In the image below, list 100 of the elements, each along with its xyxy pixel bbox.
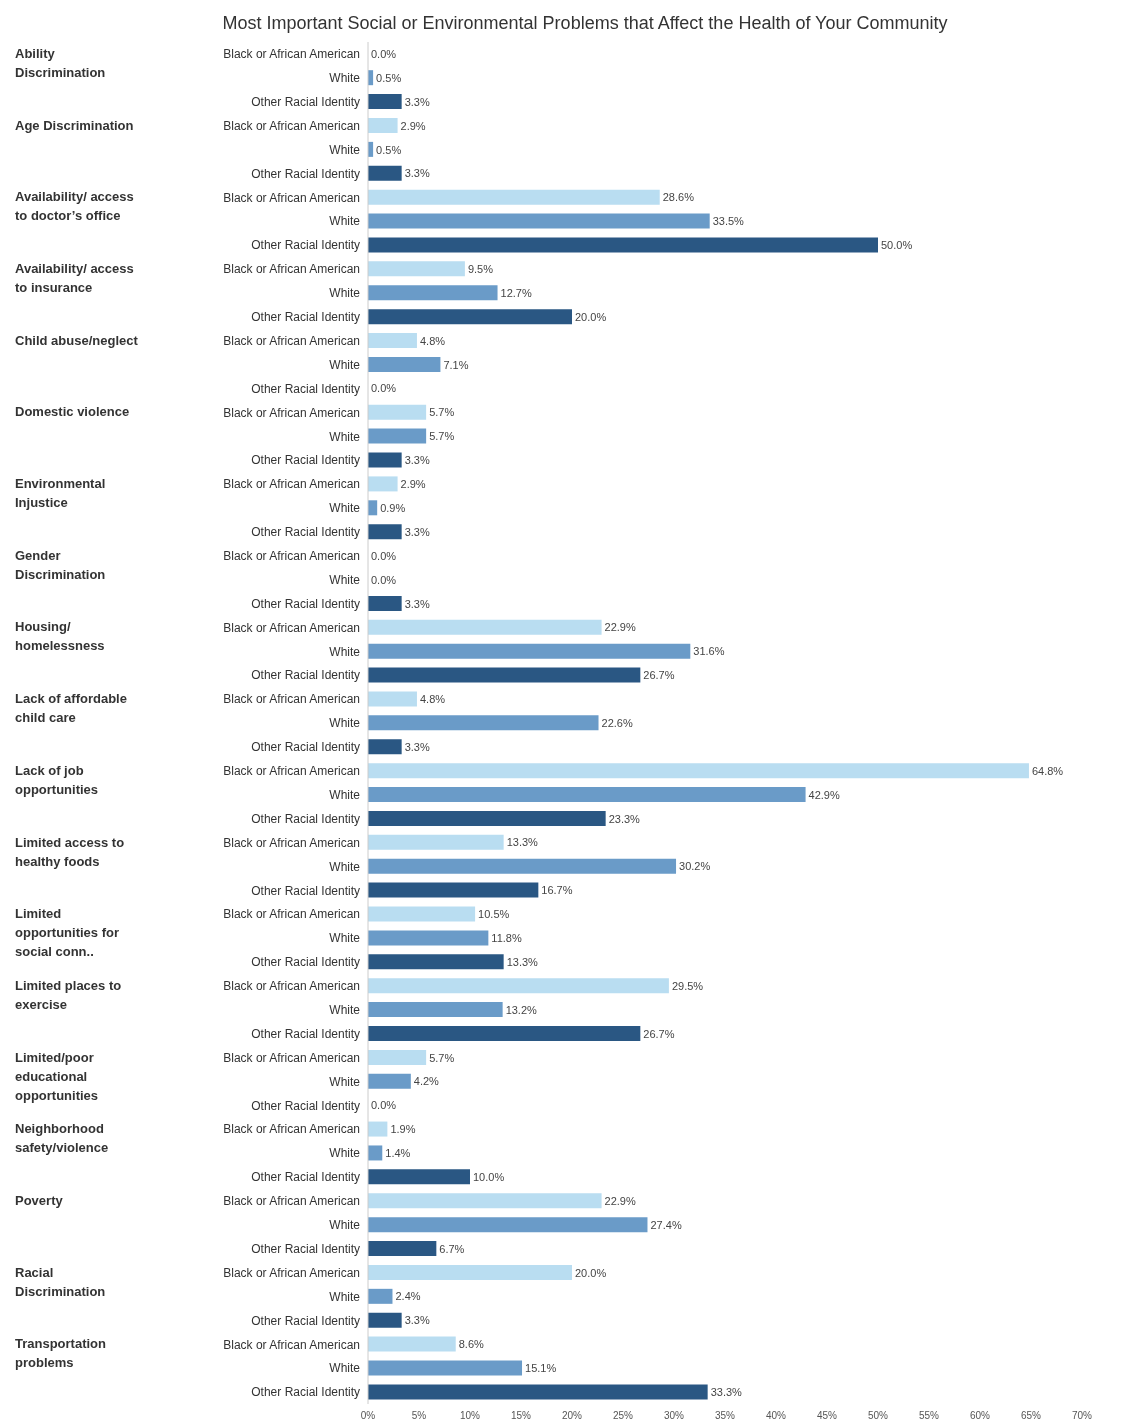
x-tick-label: 55% <box>918 1410 940 1422</box>
data-label: 26.7% <box>643 1027 675 1040</box>
data-label: 20.0% <box>575 1266 607 1279</box>
bar <box>368 1312 402 1328</box>
x-tick-label: 70% <box>1071 1410 1093 1422</box>
bar <box>368 858 677 874</box>
bar <box>368 94 402 110</box>
data-label: 50.0% <box>881 239 913 252</box>
bar <box>368 1336 456 1352</box>
text: Child abuse/neglect <box>15 331 139 350</box>
data-label: 30.2% <box>679 860 711 873</box>
data-label: 6.7% <box>439 1242 465 1255</box>
text: Limited/poor educational opportunities <box>15 1048 100 1105</box>
text: Availability/ access to doctor’s office <box>15 188 135 226</box>
y-tick-label: Black or African American <box>223 907 360 922</box>
y-tick-label: White <box>329 1146 361 1161</box>
y-tick-label: Black or African American <box>223 477 360 492</box>
x-tick-label: 65% <box>1020 1410 1042 1422</box>
bar <box>368 404 427 420</box>
data-label: 20.0% <box>575 310 607 323</box>
data-label: 3.3% <box>404 525 430 538</box>
y-tick-label: Other Racial Identity <box>251 596 360 611</box>
y-tick-label: Black or African American <box>223 764 360 779</box>
data-label: 16.7% <box>541 884 573 897</box>
bar <box>368 356 441 372</box>
x-tick-label: 25% <box>612 1410 634 1422</box>
data-label: 26.7% <box>643 669 675 682</box>
bar <box>368 309 572 325</box>
data-label: 3.3% <box>404 167 430 180</box>
bar <box>368 524 402 540</box>
y-tick-label: Other Racial Identity <box>251 381 360 396</box>
y-tick-label: Black or African American <box>223 262 360 277</box>
data-label: 5.7% <box>429 1051 455 1064</box>
bar <box>368 1049 427 1065</box>
data-label: 3.3% <box>404 95 430 108</box>
text: Age Discrimination <box>15 116 135 135</box>
text: Limited opportunities for social conn.. <box>15 905 120 962</box>
bar <box>368 1193 602 1209</box>
y-tick-label: Other Racial Identity <box>251 95 360 109</box>
y-tick-label: White <box>329 1218 361 1233</box>
y-tick-label: Black or African American <box>223 1265 360 1280</box>
y-tick-label: Black or African American <box>223 620 360 635</box>
y-tick-label: Other Racial Identity <box>251 166 360 181</box>
y-tick-label: White <box>329 931 361 946</box>
bar <box>368 213 710 229</box>
y-tick-label: White <box>329 1361 361 1376</box>
bar <box>368 1288 393 1304</box>
data-label: 8.6% <box>458 1338 485 1351</box>
y-tick-label: Other Racial Identity <box>251 740 360 755</box>
data-label: 11.8% <box>491 932 522 945</box>
y-tick-label: Other Racial Identity <box>251 453 360 468</box>
text: Transportation problems <box>15 1335 107 1373</box>
text: Neighborhood safety/violence <box>15 1120 110 1158</box>
text: Domestic violence <box>15 403 131 422</box>
bar <box>368 691 417 707</box>
bar <box>368 1217 648 1233</box>
bar <box>368 906 476 922</box>
y-tick-label: Other Racial Identity <box>251 310 360 325</box>
bar <box>368 667 641 683</box>
bar <box>368 333 417 349</box>
data-label: 12.7% <box>500 286 532 299</box>
bar <box>368 1145 383 1161</box>
y-tick-label: Black or African American <box>223 333 360 348</box>
y-tick-label: Black or African American <box>223 549 360 563</box>
bar <box>368 810 606 826</box>
data-label: 13.3% <box>506 836 539 849</box>
text: Limited places to exercise <box>15 976 123 1014</box>
data-label: 5.7% <box>429 430 455 443</box>
bar <box>368 595 402 611</box>
data-label: 33.5% <box>712 215 745 228</box>
bar <box>368 1241 437 1257</box>
data-label: 31.6% <box>693 645 725 658</box>
x-tick-label: 60% <box>969 1410 991 1422</box>
y-tick-label: Other Racial Identity <box>251 1170 360 1185</box>
bar <box>368 1360 523 1376</box>
data-label: 4.8% <box>419 693 446 706</box>
bar <box>368 261 465 277</box>
x-tick-label: 10% <box>459 1410 481 1422</box>
y-tick-label: Other Racial Identity <box>251 883 360 898</box>
data-label: 3.3% <box>404 454 430 467</box>
data-label: 2.9% <box>400 119 426 132</box>
data-label: 9.5% <box>467 263 494 275</box>
y-tick-label: White <box>329 859 361 874</box>
y-tick-label: White <box>329 716 361 731</box>
data-label: 29.5% <box>671 979 704 992</box>
y-tick-label: Other Racial Identity <box>251 668 360 683</box>
data-label: 13.2% <box>505 1003 538 1016</box>
data-label: 28.6% <box>662 191 695 204</box>
bar <box>368 978 669 994</box>
y-tick-label: Other Racial Identity <box>251 1241 360 1256</box>
bar <box>368 787 806 803</box>
y-tick-label: Other Racial Identity <box>251 1026 360 1041</box>
x-tick-label: 45% <box>816 1410 838 1422</box>
y-tick-label: Other Racial Identity <box>251 525 360 540</box>
data-label: 23.3% <box>608 812 641 825</box>
y-tick-label: White <box>329 1003 361 1017</box>
data-label: 3.3% <box>404 597 430 610</box>
text: Limited access to healthy foods <box>15 833 126 871</box>
bar <box>368 1169 470 1185</box>
x-tick-label: 40% <box>765 1410 787 1422</box>
